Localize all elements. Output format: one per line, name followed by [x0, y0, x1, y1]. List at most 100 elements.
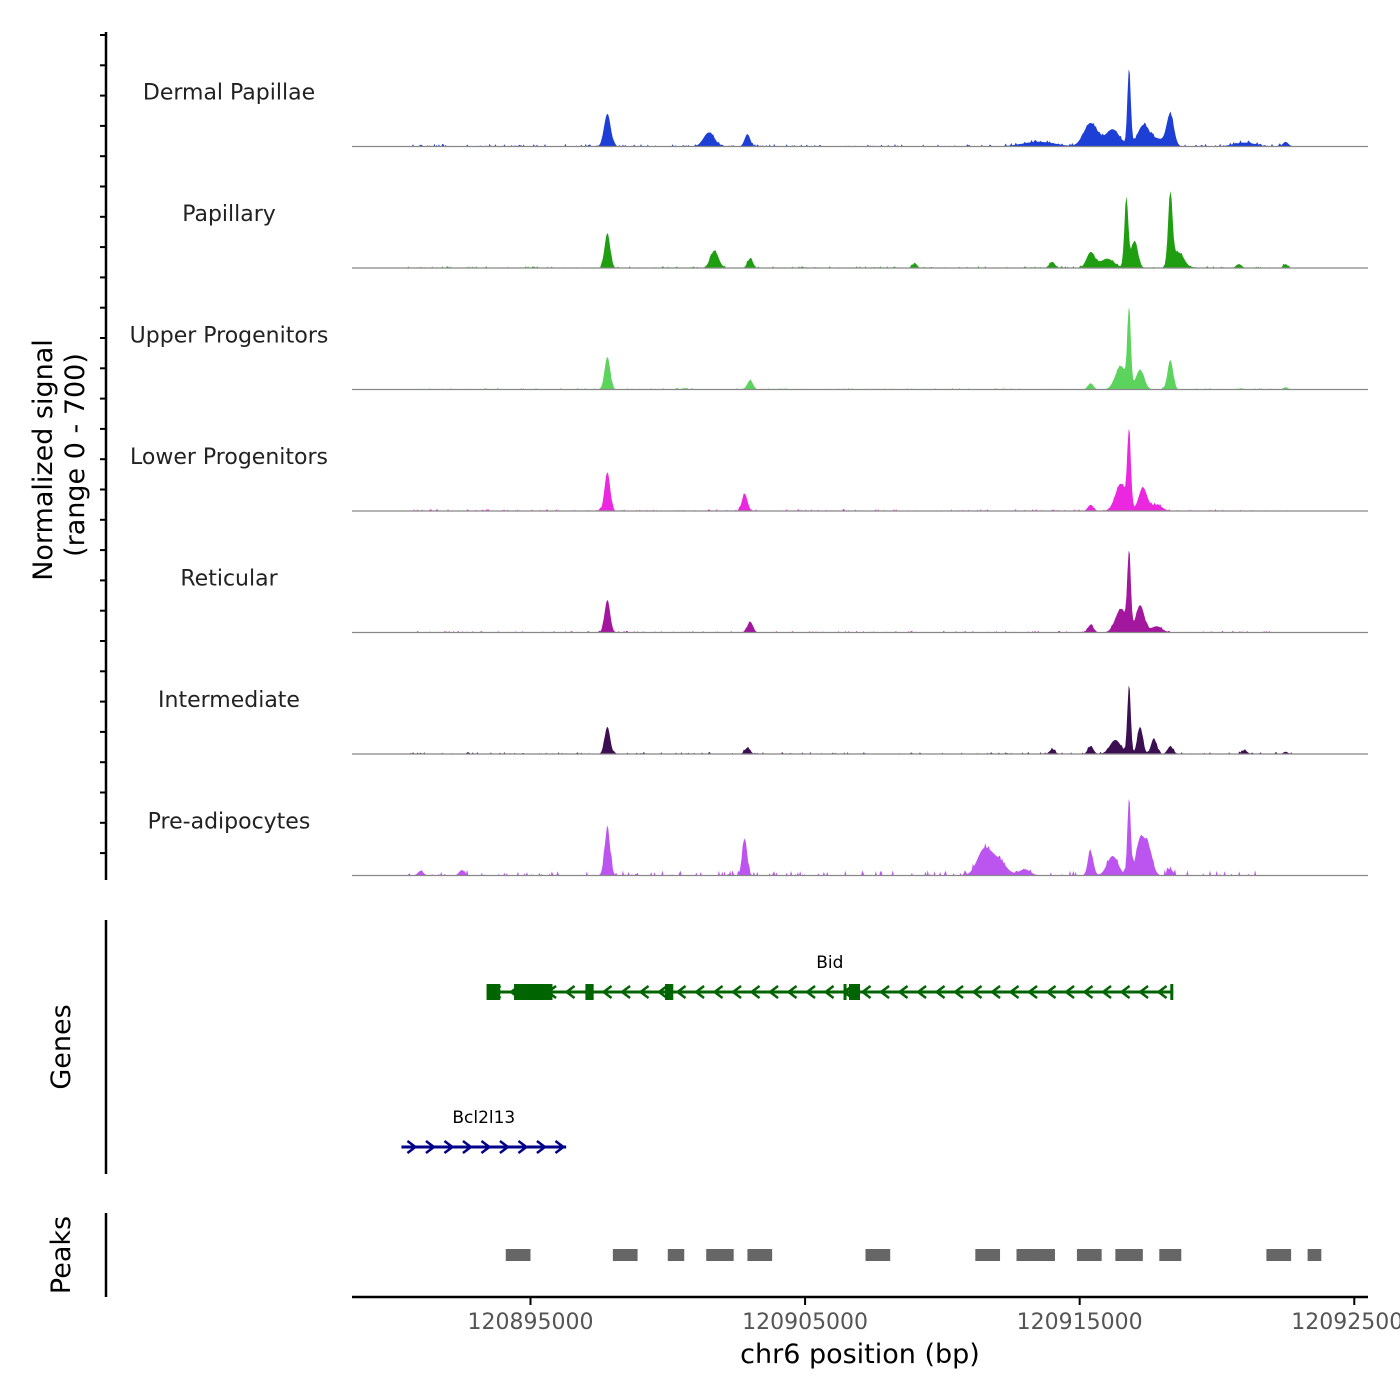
- strand-arrow: [915, 985, 927, 999]
- track-papillary: [352, 191, 1368, 269]
- peak-region: [1159, 1249, 1182, 1261]
- exon: [849, 984, 860, 1000]
- peak-region: [706, 1249, 734, 1261]
- strand-arrow: [767, 985, 779, 999]
- genes-panel-title: Genes: [46, 1004, 77, 1089]
- y-axis-title-main: Normalized signal: [28, 339, 59, 581]
- strand-arrow: [1082, 985, 1094, 999]
- coverage-tracks: [352, 69, 1368, 877]
- peak-region: [1076, 1249, 1102, 1261]
- track-signal-reticular: [352, 550, 1368, 633]
- track-label-lower-progenitors: Lower Progenitors: [130, 445, 328, 470]
- track-label-pre-adipocytes: Pre-adipocytes: [148, 810, 311, 835]
- track-label-papillary: Papillary: [182, 202, 276, 227]
- x-tick-label: 120915000: [1017, 1310, 1143, 1335]
- strand-arrow: [897, 985, 909, 999]
- x-tick-label: 120905000: [742, 1310, 868, 1335]
- strand-arrow: [749, 985, 761, 999]
- strand-arrow: [564, 985, 576, 999]
- track-signal-intermediate: [352, 685, 1368, 754]
- peak-region: [667, 1249, 685, 1261]
- x-tick-label: 120895000: [467, 1310, 593, 1335]
- strand-arrow: [712, 985, 724, 999]
- strand-arrow: [804, 985, 816, 999]
- exon: [544, 984, 553, 1000]
- strand-arrow: [554, 1140, 566, 1154]
- strand-arrow: [1026, 985, 1038, 999]
- peak-region: [747, 1249, 773, 1261]
- x-tick-label: 120925000: [1291, 1310, 1400, 1335]
- track-label-dermal-papillae: Dermal Papillae: [143, 81, 315, 106]
- track-intermediate: [352, 685, 1368, 755]
- peak-region: [1266, 1249, 1292, 1261]
- strand-arrow: [952, 985, 964, 999]
- strand-arrow: [1008, 985, 1020, 999]
- track-pre-adipocytes: [352, 799, 1368, 877]
- strand-arrow: [1063, 985, 1075, 999]
- strand-arrow: [601, 985, 613, 999]
- track-lower-progenitors: [352, 429, 1368, 512]
- track-dermal-papillae: [352, 69, 1368, 148]
- exon: [665, 984, 674, 1000]
- y-axis-title: Normalized signal (range 0 - 700): [28, 339, 91, 581]
- strand-arrow: [693, 985, 705, 999]
- track-signal-dermal-papillae: [352, 69, 1368, 147]
- strand-arrow: [1100, 985, 1112, 999]
- y-axis-title-range: (range 0 - 700): [60, 353, 91, 557]
- strand-arrow: [656, 985, 668, 999]
- gene-label-bid: Bid: [816, 953, 843, 973]
- peak-region: [505, 1249, 531, 1261]
- strand-arrow: [786, 985, 798, 999]
- strand-arrow: [1045, 985, 1057, 999]
- strand-arrow: [675, 985, 687, 999]
- coverage-y-ticks: [100, 34, 106, 855]
- strand-arrow: [480, 1140, 492, 1154]
- strand-arrow: [619, 985, 631, 999]
- gene-label-bcl2l13: Bcl2l13: [452, 1108, 515, 1128]
- track-signal-lower-progenitors: [352, 429, 1368, 511]
- strand-arrow: [1119, 985, 1131, 999]
- exon: [585, 984, 594, 1000]
- strand-arrow: [425, 1140, 437, 1154]
- peak-region: [612, 1249, 638, 1261]
- strand-arrow: [1137, 985, 1149, 999]
- strand-arrow: [971, 985, 983, 999]
- peak-regions: [505, 1249, 1322, 1261]
- strand-arrow: [443, 1140, 455, 1154]
- peak-region: [865, 1249, 891, 1261]
- strand-arrow: [1156, 985, 1168, 999]
- strand-arrow: [860, 985, 872, 999]
- peaks-panel-title: Peaks: [46, 1216, 77, 1294]
- strand-arrow: [517, 1140, 529, 1154]
- track-signal-papillary: [352, 191, 1368, 268]
- strand-arrow: [989, 985, 1001, 999]
- peak-region: [1307, 1249, 1322, 1261]
- gene-bcl2l13: Bcl2l13: [401, 1108, 567, 1154]
- strand-arrow: [730, 985, 742, 999]
- track-label-intermediate: Intermediate: [158, 688, 300, 713]
- peak-region: [1038, 1249, 1055, 1261]
- strand-arrow: [499, 1140, 511, 1154]
- x-axis-title: chr6 position (bp): [740, 1339, 980, 1370]
- strand-arrow: [878, 985, 890, 999]
- track-label-upper-progenitors: Upper Progenitors: [130, 324, 329, 349]
- strand-arrow: [934, 985, 946, 999]
- exon: [843, 984, 847, 1000]
- peak-region: [1016, 1249, 1039, 1261]
- strand-arrow: [406, 1140, 418, 1154]
- gene-annotations: Bid Bcl2l13: [401, 953, 1174, 1154]
- track-label-reticular: Reticular: [180, 567, 278, 592]
- strand-arrow: [536, 1140, 548, 1154]
- track-upper-progenitors: [352, 307, 1368, 391]
- exon: [514, 984, 550, 1000]
- peak-region: [1115, 1249, 1143, 1261]
- strand-arrow: [462, 1140, 474, 1154]
- peak-region: [975, 1249, 1001, 1261]
- track-signal-pre-adipocytes: [352, 799, 1368, 876]
- strand-arrow: [823, 985, 835, 999]
- exon: [486, 984, 501, 1000]
- strand-arrow: [638, 985, 650, 999]
- track-labels: Dermal Papillae Papillary Upper Progenitor…: [130, 81, 329, 835]
- track-signal-upper-progenitors: [352, 307, 1368, 390]
